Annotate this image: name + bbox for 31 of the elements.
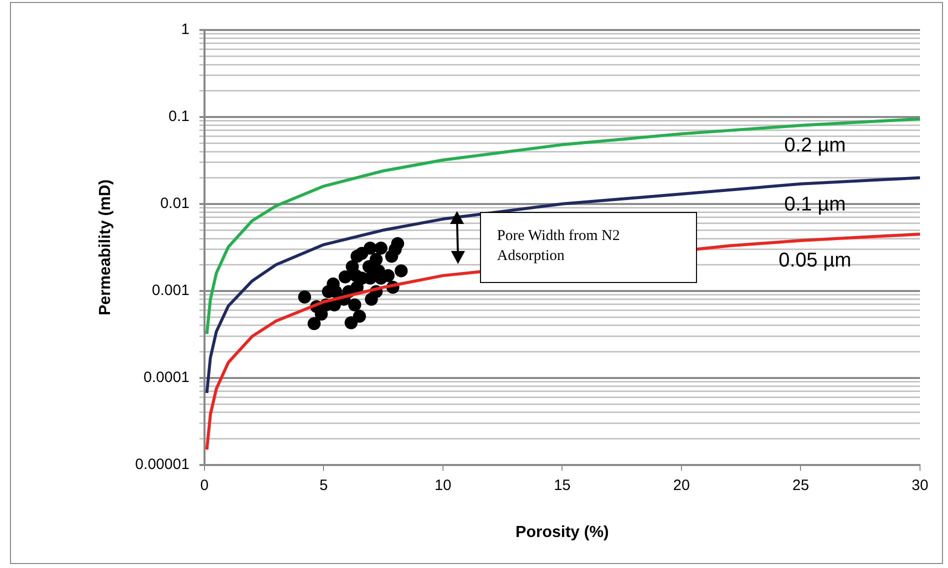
y-tick-label: 0.01 — [160, 195, 190, 212]
y-tick-label: 0.0001 — [144, 368, 190, 386]
point — [349, 269, 362, 282]
point — [362, 260, 376, 274]
point — [391, 237, 404, 250]
x-tick-label: 15 — [554, 476, 571, 494]
y-tick-label: 0.001 — [152, 282, 190, 300]
text-box: Pore Width from N2 Adsorption — [480, 212, 697, 283]
x-axis-title: Porosity (%) — [516, 524, 609, 541]
x-tick-label: 30 — [912, 476, 928, 494]
x-tick-label: 20 — [673, 476, 690, 494]
y-tick-label: 0.00001 — [135, 456, 190, 473]
point — [338, 270, 352, 284]
y-tick-label: 0.1 — [168, 108, 190, 126]
point — [394, 264, 408, 278]
x-tick-label: 10 — [434, 476, 452, 494]
point — [308, 317, 321, 330]
point — [348, 298, 362, 312]
x-tick-label: 5 — [320, 476, 328, 494]
series-label: 0.1 µm — [784, 193, 846, 216]
point — [364, 242, 377, 255]
y-tick-label: 1 — [181, 21, 190, 38]
point — [298, 290, 312, 304]
series-label: 0.2 µm — [784, 134, 846, 156]
point — [344, 316, 358, 330]
y-axis-title: Permeability (mD) — [97, 179, 114, 316]
x-tick-label: 25 — [792, 476, 810, 494]
point — [374, 242, 388, 255]
point — [352, 310, 366, 323]
x-tick-label: 0 — [200, 476, 209, 494]
series-label: 0.05 µm — [778, 250, 852, 272]
